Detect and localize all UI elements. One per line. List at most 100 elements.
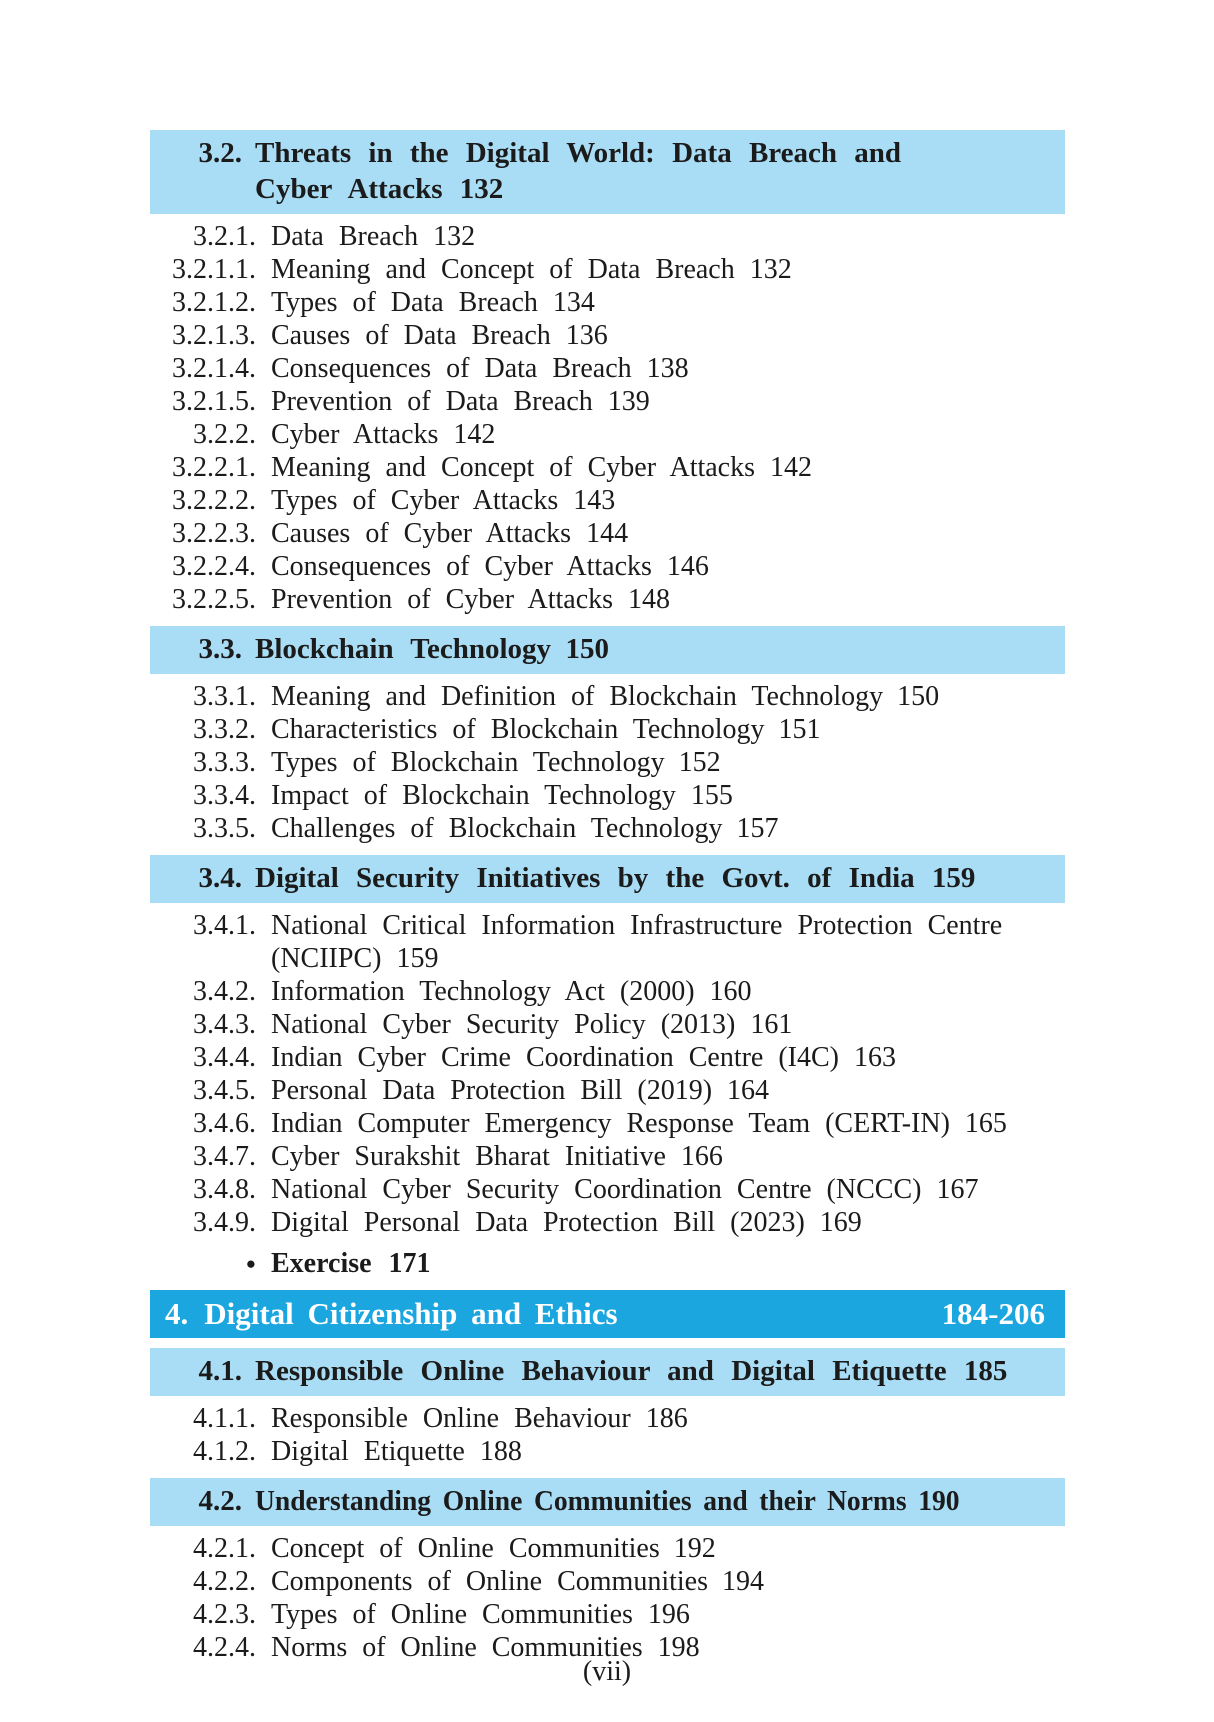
item-number: 3.2.2.4.	[172, 551, 256, 582]
toc-item-3-4-2: 3.4.2. Information Technology Act (2000)…	[150, 975, 1065, 1008]
toc-item-3-3-4: 3.3.4. Impact of Blockchain Technology 1…	[150, 779, 1065, 812]
item-title: Personal Data Protection Bill (2019) 164	[271, 1075, 770, 1106]
item-number: 3.2.1.5.	[172, 386, 256, 417]
section-heading-3-2: 3.2. Threats in the Digital World: Data …	[150, 130, 1065, 214]
item-title: National Cyber Security Coordination Cen…	[271, 1174, 979, 1205]
toc-item-4-2-4: 4.2.4. Norms of Online Communities 198	[150, 1631, 1065, 1664]
item-title: Indian Computer Emergency Response Team …	[271, 1108, 1007, 1139]
section-number: 4.2.	[198, 1485, 243, 1517]
bullet-icon: ●	[245, 1254, 256, 1273]
item-number: 3.4.4.	[193, 1042, 256, 1073]
toc-item-3-2-2-3: 3.2.2.3. Causes of Cyber Attacks 144	[150, 517, 1065, 550]
toc-exercise-row: ● Exercise 171	[150, 1247, 1065, 1280]
item-number: 3.2.1.4.	[172, 353, 256, 384]
item-number: 3.2.2.	[193, 419, 256, 450]
section-title-line: Understanding Online Communities and the…	[255, 1485, 960, 1517]
item-title: Types of Blockchain Technology 152	[271, 747, 721, 778]
section-number: 3.2.	[198, 137, 243, 169]
item-title: Types of Online Communities 196	[271, 1599, 690, 1630]
chapter-heading-4: 4. Digital Citizenship and Ethics 184-20…	[150, 1290, 1065, 1338]
section-number: 3.4.	[198, 862, 243, 894]
item-title-line: (NCIIPC) 159	[271, 943, 439, 974]
toc-item-3-4-5: 3.4.5. Personal Data Protection Bill (20…	[150, 1074, 1065, 1107]
item-title: Prevention of Cyber Attacks 148	[271, 584, 671, 615]
toc-item-3-3-5: 3.3.5. Challenges of Blockchain Technolo…	[150, 812, 1065, 845]
item-number: 4.1.2.	[193, 1436, 256, 1467]
item-number: 3.4.2.	[193, 976, 256, 1007]
toc-item-3-2-2-5: 3.2.2.5. Prevention of Cyber Attacks 148	[150, 583, 1065, 616]
item-number: 3.4.8.	[193, 1174, 256, 1205]
toc-item-3-4-7: 3.4.7. Cyber Surakshit Bharat Initiative…	[150, 1140, 1065, 1173]
item-number: 3.2.1.1.	[172, 254, 256, 285]
item-number: 4.1.1.	[193, 1403, 256, 1434]
section-heading-4-1: 4.1. Responsible Online Behaviour and Di…	[150, 1348, 1065, 1396]
section-title-line: Blockchain Technology 150	[255, 633, 610, 665]
item-title: Indian Cyber Crime Coordination Centre (…	[271, 1042, 896, 1073]
item-title: Prevention of Data Breach 139	[271, 386, 650, 417]
chapter-number: 4.	[165, 1296, 189, 1331]
toc-content: 3.2. Threats in the Digital World: Data …	[150, 130, 1065, 1664]
item-number: 3.4.6.	[193, 1108, 256, 1139]
item-title: National Cyber Security Policy (2013) 16…	[271, 1009, 793, 1040]
toc-item-3-2-2-1: 3.2.2.1. Meaning and Concept of Cyber At…	[150, 451, 1065, 484]
toc-item-3-4-3: 3.4.3. National Cyber Security Policy (2…	[150, 1008, 1065, 1041]
item-title-line: National Critical Information Infrastruc…	[271, 910, 1003, 941]
toc-item-4-1-1: 4.1.1. Responsible Online Behaviour 186	[150, 1402, 1065, 1435]
item-title: Cyber Attacks 142	[271, 419, 496, 450]
toc-item-3-2-1: 3.2.1. Data Breach 132	[150, 220, 1065, 253]
toc-item-3-3-3: 3.3.3. Types of Blockchain Technology 15…	[150, 746, 1065, 779]
item-title: Types of Data Breach 134	[271, 287, 595, 318]
item-number: 3.3.5.	[193, 813, 256, 844]
item-number: 4.2.1.	[193, 1533, 256, 1564]
chapter-title: Digital Citizenship and Ethics	[204, 1296, 618, 1331]
exercise-label: Exercise 171	[271, 1248, 431, 1279]
toc-item-3-4-4: 3.4.4. Indian Cyber Crime Coordination C…	[150, 1041, 1065, 1074]
item-number: 3.4.1.	[193, 910, 256, 941]
toc-item-3-4-6: 3.4.6. Indian Computer Emergency Respons…	[150, 1107, 1065, 1140]
item-number: 3.2.1.2.	[172, 287, 256, 318]
section-number: 3.3.	[198, 633, 243, 665]
section-heading-4-2: 4.2. Understanding Online Communities an…	[150, 1478, 1065, 1526]
item-number: 3.2.2.2.	[172, 485, 256, 516]
toc-item-3-2-2-2: 3.2.2.2. Types of Cyber Attacks 143	[150, 484, 1065, 517]
toc-item-4-2-1: 4.2.1. Concept of Online Communities 192	[150, 1532, 1065, 1565]
section-title-line: Responsible Online Behaviour and Digital…	[255, 1355, 1008, 1387]
item-title: Types of Cyber Attacks 143	[271, 485, 616, 516]
item-number: 3.2.2.5.	[172, 584, 256, 615]
toc-item-3-3-1: 3.3.1. Meaning and Definition of Blockch…	[150, 680, 1065, 713]
toc-item-3-2-2: 3.2.2. Cyber Attacks 142	[150, 418, 1065, 451]
item-number: 3.4.3.	[193, 1009, 256, 1040]
item-number: 3.3.1.	[193, 681, 256, 712]
item-number: 3.4.9.	[193, 1207, 256, 1238]
toc-item-3-4-9: 3.4.9. Digital Personal Data Protection …	[150, 1206, 1065, 1239]
item-title: Challenges of Blockchain Technology 157	[271, 813, 779, 844]
toc-item-4-2-2: 4.2.2. Components of Online Communities …	[150, 1565, 1065, 1598]
item-number: 3.2.2.3.	[172, 518, 256, 549]
toc-item-3-4-1: 3.4.1. National Critical Information Inf…	[150, 909, 1065, 975]
item-title: Norms of Online Communities 198	[271, 1632, 700, 1663]
item-number: 4.2.3.	[193, 1599, 256, 1630]
toc-item-3-2-1-4: 3.2.1.4. Consequences of Data Breach 138	[150, 352, 1065, 385]
item-title: Digital Etiquette 188	[271, 1436, 522, 1467]
item-title: Causes of Cyber Attacks 144	[271, 518, 629, 549]
section-title-line: Digital Security Initiatives by the Govt…	[255, 862, 976, 894]
toc-item-3-2-1-2: 3.2.1.2. Types of Data Breach 134	[150, 286, 1065, 319]
item-number: 3.4.5.	[193, 1075, 256, 1106]
section-title-line: Cyber Attacks 132	[255, 173, 504, 205]
toc-item-3-4-8: 3.4.8. National Cyber Security Coordinat…	[150, 1173, 1065, 1206]
item-title: Components of Online Communities 194	[271, 1566, 764, 1597]
chapter-page-range: 184-206	[941, 1296, 1045, 1331]
item-title: Meaning and Concept of Data Breach 132	[271, 254, 792, 285]
section-heading-3-4: 3.4. Digital Security Initiatives by the…	[150, 855, 1065, 903]
item-title: Meaning and Concept of Cyber Attacks 142	[271, 452, 813, 483]
toc-item-4-1-2: 4.1.2. Digital Etiquette 188	[150, 1435, 1065, 1468]
section-title-line: Threats in the Digital World: Data Breac…	[255, 137, 902, 169]
item-title: Impact of Blockchain Technology 155	[271, 780, 733, 811]
toc-item-3-2-2-4: 3.2.2.4. Consequences of Cyber Attacks 1…	[150, 550, 1065, 583]
toc-item-3-2-1-1: 3.2.1.1. Meaning and Concept of Data Bre…	[150, 253, 1065, 286]
item-number: 3.3.4.	[193, 780, 256, 811]
page-number-footer: (vii)	[582, 1656, 632, 1687]
item-title: Responsible Online Behaviour 186	[271, 1403, 688, 1434]
item-title: Causes of Data Breach 136	[271, 320, 608, 351]
